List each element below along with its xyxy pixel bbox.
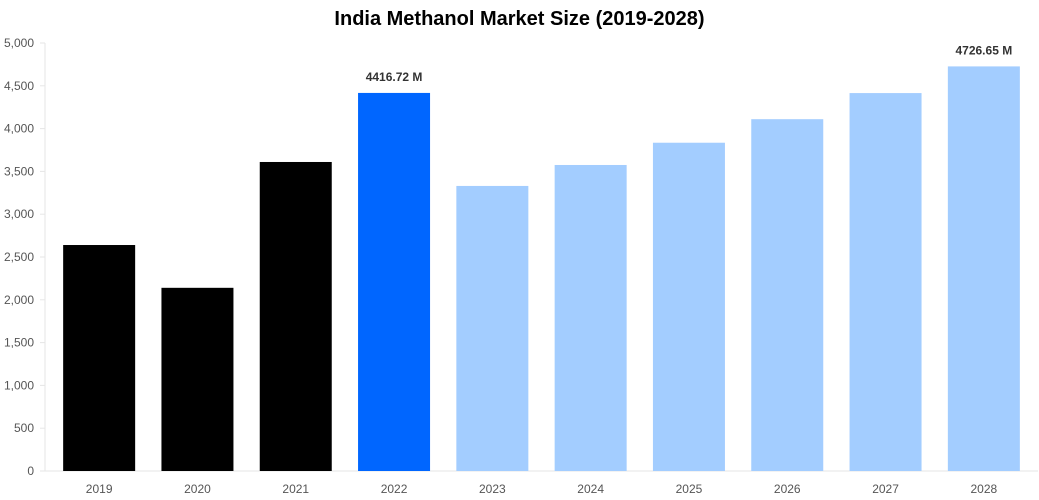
x-tick-label: 2024 xyxy=(577,482,604,496)
y-tick-label: 5,000 xyxy=(4,36,34,50)
y-tick-label: 1,500 xyxy=(4,336,34,350)
data-label-2028: 4726.65 M xyxy=(955,43,1012,57)
bar-2022 xyxy=(358,92,431,471)
x-tick-label: 2027 xyxy=(872,482,899,496)
y-tick-label: 4,000 xyxy=(4,122,34,136)
y-tick-label: 2,000 xyxy=(4,293,34,307)
x-tick-label: 2028 xyxy=(970,482,997,496)
y-tick-label: 2,500 xyxy=(4,250,34,264)
y-tick-label: 3,500 xyxy=(4,164,34,178)
bar-2023 xyxy=(456,185,529,471)
bar-2025 xyxy=(652,142,725,471)
bar-2019 xyxy=(63,245,136,471)
x-tick-label: 2026 xyxy=(774,482,801,496)
bar-2021 xyxy=(259,161,332,471)
x-tick-label: 2022 xyxy=(381,482,408,496)
bar-2028 xyxy=(947,66,1020,472)
x-tick-label: 2020 xyxy=(184,482,211,496)
y-tick-label: 1,000 xyxy=(4,378,34,392)
y-tick-label: 0 xyxy=(27,464,34,478)
x-tick-label: 2025 xyxy=(676,482,703,496)
y-tick-label: 3,000 xyxy=(4,207,34,221)
bar-2020 xyxy=(161,287,234,471)
chart-title: India Methanol Market Size (2019-2028) xyxy=(334,8,705,30)
x-tick-label: 2021 xyxy=(282,482,309,496)
y-tick-label: 4,500 xyxy=(4,79,34,93)
x-tick-label: 2023 xyxy=(479,482,506,496)
x-tick-label: 2019 xyxy=(86,482,113,496)
data-label-2022: 4416.72 M xyxy=(366,70,423,84)
y-tick-label: 500 xyxy=(14,421,34,435)
bar-2024 xyxy=(554,164,627,472)
bar-2027 xyxy=(849,93,922,472)
bar-2026 xyxy=(751,119,824,472)
